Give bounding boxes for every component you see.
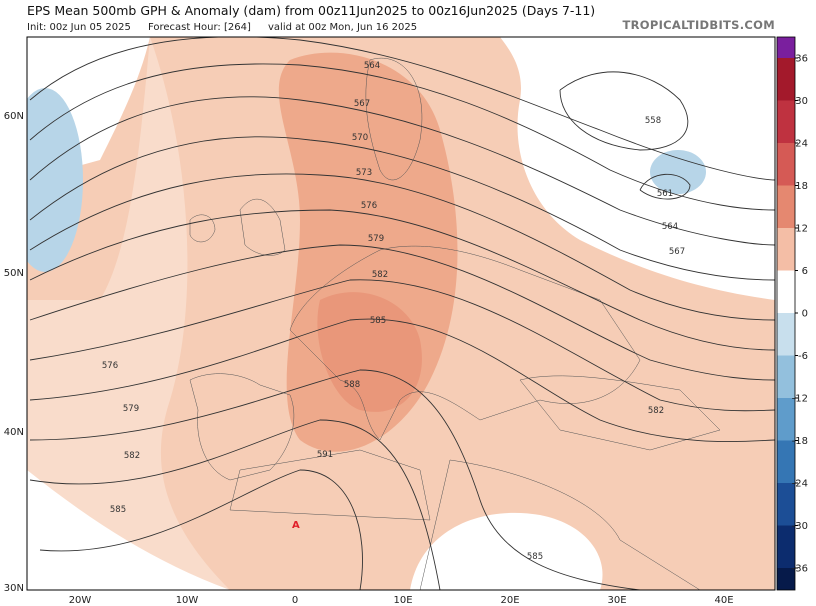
latitude-label: 40N — [4, 427, 24, 438]
longitude-label: 20E — [500, 595, 519, 606]
colorbar-tick-label: -36 — [792, 564, 808, 575]
valid-time: valid at 00z Mon, Jun 16 2025 — [268, 22, 417, 33]
colorbar-tick-label: -12 — [792, 394, 808, 405]
colorbar-segment — [777, 398, 795, 441]
colorbar-segment — [777, 100, 795, 143]
colorbar-segment — [777, 525, 795, 568]
contour-label: 582 — [648, 406, 664, 416]
title: EPS Mean 500mb GPH & Anomaly (dam) from … — [27, 3, 595, 18]
map: 564 567 570 573 576 579 582 585 588 591 576 579 582 5… — [26, 36, 776, 591]
colorbar-segment — [777, 313, 795, 356]
contour-label: 558 — [645, 116, 661, 126]
contour-label: 582 — [372, 270, 388, 280]
contour-label: 585 — [110, 505, 126, 515]
contour-label: 570 — [352, 133, 368, 143]
colorbar-segment — [777, 440, 795, 483]
colorbar: 36 30 24 18 12 6 0 -6 -12 -18 -24 -30 -36 — [776, 36, 808, 591]
colorbar-tick-label: -24 — [792, 479, 808, 490]
forecast-hour: Forecast Hour: [264] — [148, 22, 251, 33]
latitude-label: 30N — [4, 583, 24, 594]
colorbar-tick-label: 36 — [795, 54, 808, 65]
latitude-label: 60N — [4, 111, 24, 122]
axes: 60N 50N 40N 30N 20W 10W 0 10E 20E 30E 40E — [4, 111, 734, 606]
colorbar-segment — [777, 355, 795, 398]
longitude-label: 10E — [393, 595, 412, 606]
contour-labels: 564 567 570 573 576 579 582 585 588 591 576 579 582 5… — [102, 61, 685, 562]
negative-anomaly — [650, 150, 706, 194]
colorbar-tick-label: 30 — [795, 96, 808, 107]
colorbar-segment — [777, 270, 795, 313]
height-contours — [29, 37, 775, 590]
contour-label: 591 — [317, 450, 333, 460]
map-frame — [26, 36, 776, 591]
longitude-label: 10W — [176, 595, 199, 606]
colorbar-segment — [777, 483, 795, 526]
contour-label: 579 — [368, 234, 384, 244]
contour-label: 576 — [361, 201, 377, 211]
contour-label: 567 — [669, 247, 685, 257]
colorbar-segment — [777, 228, 795, 271]
contour-label: 576 — [102, 361, 118, 371]
weak-anomaly — [27, 37, 230, 590]
longitude-label: 40E — [714, 595, 733, 606]
contour-label: 588 — [344, 380, 360, 390]
neutral-area — [500, 37, 775, 300]
contour-label: 567 — [354, 99, 370, 109]
colorbar-segment — [777, 58, 795, 101]
contour-label: 561 — [657, 189, 673, 199]
contour-label: 564 — [662, 222, 678, 232]
colorbar-segment — [777, 185, 795, 228]
negative-anomaly — [27, 88, 83, 272]
init-label: Init: 00z Jun 05 2025 — [27, 22, 131, 33]
contour-label: 579 — [123, 404, 139, 414]
colorbar-tick-label: 18 — [795, 181, 808, 192]
longitude-label: 20W — [69, 595, 92, 606]
contour-label: 564 — [364, 61, 380, 71]
latitude-label: 50N — [4, 268, 24, 279]
contour-label: 585 — [527, 552, 543, 562]
contour-label: 582 — [124, 451, 140, 461]
colorbar-tick-label: 12 — [795, 224, 808, 235]
colorbar-segment — [777, 143, 795, 186]
colorbar-tick-label: 6 — [802, 266, 808, 277]
colorbar-segment — [777, 37, 795, 58]
longitude-label: 30E — [607, 595, 626, 606]
colorbar-tick-label: 24 — [795, 139, 808, 150]
contour-label: 585 — [370, 316, 386, 326]
longitude-label: 0 — [292, 595, 298, 606]
colorbar-tick-label: -30 — [792, 521, 808, 532]
colorbar-tick-label: -6 — [798, 351, 808, 362]
contour-label: 573 — [356, 168, 372, 178]
colorbar-segment — [777, 568, 795, 590]
neutral-area — [27, 470, 230, 590]
colorbar-tick-label: 0 — [802, 309, 808, 320]
source-brand: TROPICALTIDBITS.COM — [622, 18, 775, 32]
colorbar-tick-label: -18 — [792, 436, 808, 447]
anticyclone-marker: A — [292, 520, 300, 531]
